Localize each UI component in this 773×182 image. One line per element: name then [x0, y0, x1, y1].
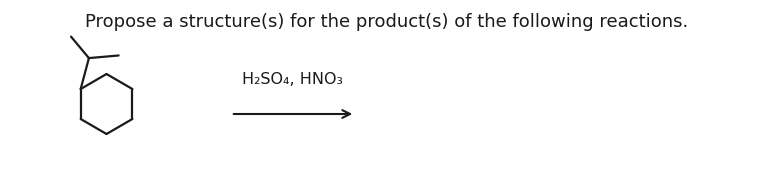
Text: Propose a structure(s) for the product(s) of the following reactions.: Propose a structure(s) for the product(s… — [85, 13, 688, 31]
Text: H₂SO₄, HNO₃: H₂SO₄, HNO₃ — [242, 72, 343, 87]
